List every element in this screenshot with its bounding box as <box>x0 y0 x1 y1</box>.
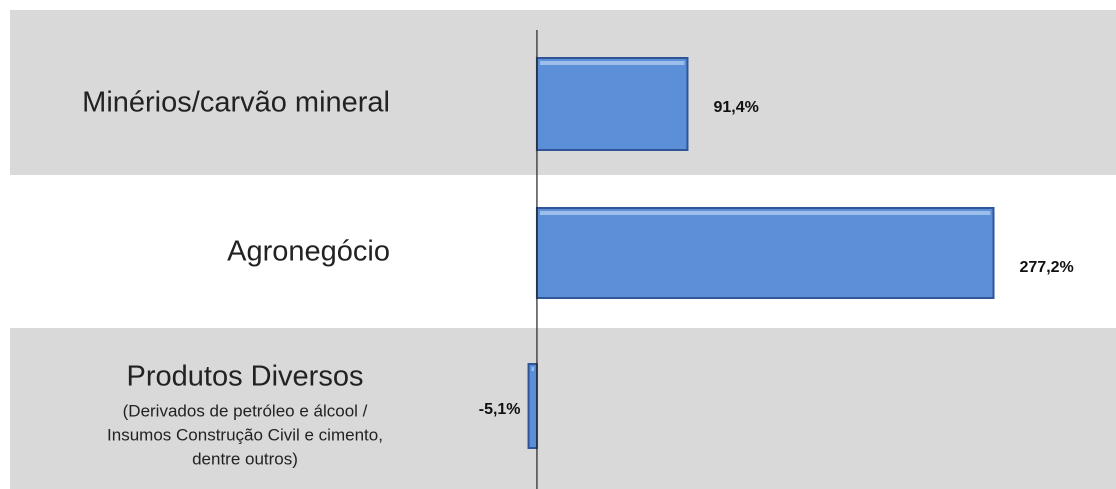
category-label: Minérios/carvão mineral <box>82 87 390 119</box>
bar <box>535 57 689 151</box>
bar <box>535 207 995 299</box>
category-note: dentre outros) <box>192 449 298 468</box>
bar-highlight <box>539 61 685 65</box>
value-label: -5,1% <box>479 401 521 418</box>
value-label: 91,4% <box>713 99 758 116</box>
category-note: Insumos Construção Civil e cimento, <box>107 425 383 444</box>
row-band <box>10 328 1116 489</box>
bar-highlight <box>531 367 534 371</box>
category-label: Produtos Diversos <box>127 361 364 393</box>
bar <box>527 363 538 449</box>
category-note: (Derivados de petróleo e álcool / <box>123 401 368 420</box>
bar-highlight <box>539 211 991 215</box>
category-label: Agronegócio <box>227 236 390 268</box>
value-label: 277,2% <box>1020 259 1074 276</box>
